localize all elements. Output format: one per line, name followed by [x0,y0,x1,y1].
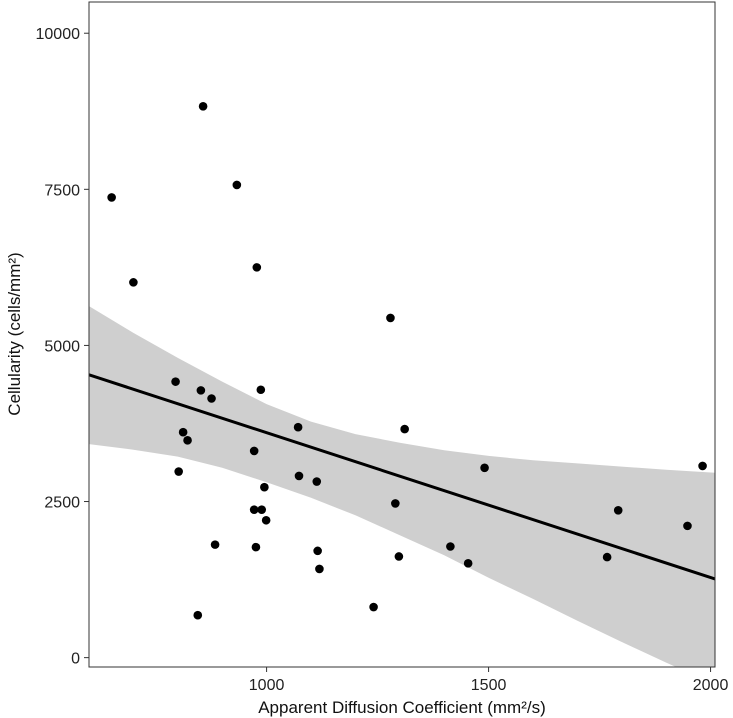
data-point [394,552,404,561]
x-axis-title: Apparent Diffusion Coefficient (mm²/s) [258,698,546,717]
data-point [463,559,473,568]
data-point [198,101,208,111]
data-point [293,422,303,432]
y-tick-label: 7500 [44,182,80,199]
data-point [171,377,180,386]
data-point [210,540,220,549]
x-tick-label: 1000 [249,677,285,694]
y-tick-label: 2500 [44,495,80,512]
data-point [207,394,216,403]
data-point [315,564,324,574]
data-point [232,180,242,190]
data-point [698,461,707,471]
data-point [252,263,262,272]
y-tick-label: 5000 [44,338,80,355]
data-point [249,505,259,514]
data-point [107,193,116,202]
data-point [261,515,271,525]
x-tick-label: 1500 [471,677,507,694]
data-point [683,521,692,531]
data-point [251,542,261,552]
y-tick-label: 0 [71,651,80,668]
data-point [312,477,322,486]
confidence-band-layer [89,306,715,667]
data-point [480,463,489,473]
data-point [400,424,409,434]
axis-ticks-layer: 1000 1500 2000 0 2500 5000 7500 10000 [36,26,729,694]
data-point [193,610,203,620]
data-point [256,385,266,395]
points-layer [107,101,707,620]
regression-line [89,373,715,581]
y-tick-label: 10000 [36,26,81,43]
confidence-band [89,306,715,667]
data-point [613,505,623,515]
data-point [129,278,138,287]
data-point [260,482,269,492]
plot-frame [88,1,716,668]
data-point [257,505,267,514]
data-point [178,427,188,437]
data-point [196,386,206,395]
data-point [369,602,378,612]
data-point [446,542,455,551]
data-point [391,499,400,508]
y-axis-title: Cellularity (cells/mm²) [5,252,24,415]
data-point [294,471,304,481]
x-tick-label: 2000 [693,677,729,694]
data-point [386,313,395,323]
data-point [174,467,183,476]
data-point [313,546,322,556]
data-point [602,552,612,562]
data-point [249,446,259,456]
fit-line-layer [89,373,715,581]
data-point [183,436,192,445]
